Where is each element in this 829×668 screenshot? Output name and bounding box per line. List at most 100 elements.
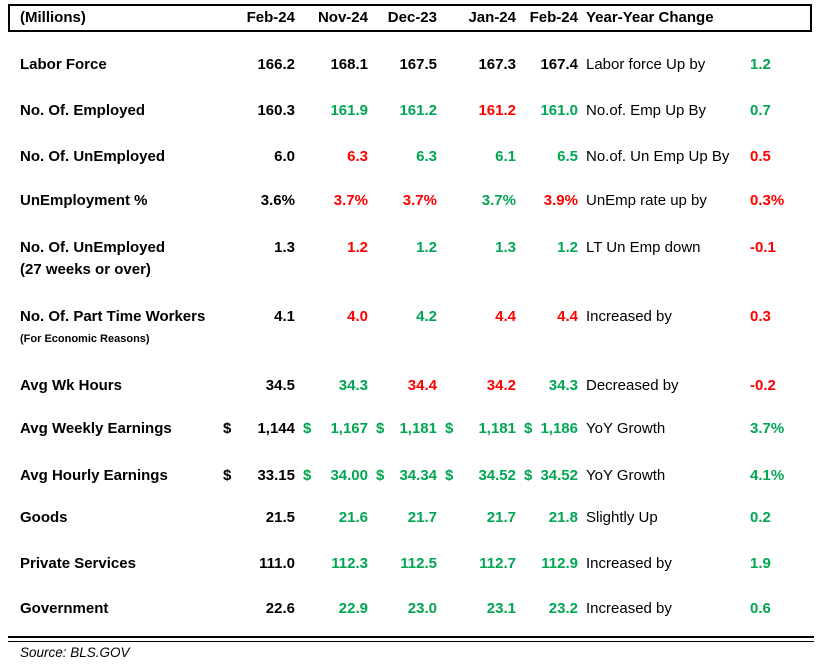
currency-symbol: $ — [376, 420, 385, 437]
row-label: Avg Weekly Earnings — [20, 420, 172, 437]
currency-symbol: $ — [524, 467, 533, 484]
change-label: YoY Growth — [586, 420, 666, 437]
value-cell: 167.3 — [478, 56, 516, 73]
value-cell: 6.5 — [557, 148, 578, 165]
value-cell: 1.2 — [557, 239, 578, 256]
value-cell: 34.3 — [548, 377, 578, 394]
row-label: No. Of. UnEmployed (27 weeks or over) — [0, 238, 215, 280]
value-cell: 34.5 — [265, 377, 295, 394]
value-cell: $1,186 — [524, 420, 578, 437]
change-label: UnEmp rate up by — [586, 192, 707, 209]
value-cell: 167.5 — [399, 56, 437, 73]
column-header-feb24b: Feb-24 — [529, 9, 578, 26]
change-label: No.of. Un Emp Up By — [586, 148, 730, 165]
value-cell: 167.4 — [540, 56, 578, 73]
value-cell: $1,181 — [445, 420, 516, 437]
value-cell: 1.2 — [347, 239, 368, 256]
change-label: Increased by — [586, 600, 672, 617]
row-label: Government — [20, 600, 109, 617]
value-cell: 3.7% — [481, 192, 516, 209]
value-cell: 112.7 — [479, 555, 516, 572]
table-row-employed: No. Of. Employed 160.3 161.9 161.2 161.2… — [0, 101, 829, 121]
value-cell: 112.9 — [541, 555, 578, 572]
table-row-part-time-workers: No. Of. Part Time Workers (For Economic R… — [0, 307, 829, 346]
value-cell: 111.0 — [259, 555, 295, 572]
row-label: Avg Hourly Earnings — [20, 467, 168, 484]
value-cell: $1,167 — [303, 420, 368, 437]
row-label: No. Of. Part Time Workers (For Economic R… — [0, 307, 215, 346]
change-value: 0.7 — [750, 102, 771, 119]
currency-symbol: $ — [376, 467, 385, 484]
row-sublabel: (27 weeks or over) — [20, 261, 151, 278]
value-cell: $1,144 — [223, 420, 295, 437]
value-cell: 161.2 — [478, 102, 516, 119]
change-label: LT Un Emp down — [586, 239, 701, 256]
currency-symbol: $ — [445, 467, 454, 484]
source-note: Source: BLS.GOV — [20, 645, 130, 660]
change-value: 0.3% — [750, 192, 785, 209]
change-value: 0.2 — [750, 509, 771, 526]
value-cell: 22.6 — [265, 600, 295, 617]
change-value: 1.2 — [750, 56, 771, 73]
value-cell: 22.9 — [338, 600, 368, 617]
value-cell: 6.1 — [495, 148, 516, 165]
row-label: No. Of. UnEmployed — [20, 148, 166, 165]
units-label: (Millions) — [20, 9, 86, 26]
value-cell: 3.7% — [402, 192, 437, 209]
value-cell: $34.52 — [445, 467, 516, 484]
currency-symbol: $ — [524, 420, 533, 437]
value-cell: 3.6% — [260, 192, 295, 209]
value-cell: $33.15 — [223, 467, 295, 484]
table-header: (Millions) Feb-24 Nov-24 Dec-23 Jan-24 F… — [8, 4, 812, 32]
value-cell: 166.2 — [257, 56, 295, 73]
value-cell: $34.00 — [303, 467, 368, 484]
column-header-dec23: Dec-23 — [387, 9, 437, 26]
currency-symbol: $ — [223, 420, 232, 437]
change-value: 0.5 — [750, 148, 771, 165]
table-row-avg-hourly-earnings: Avg Hourly Earnings $33.15 $34.00 $34.34… — [0, 466, 829, 486]
value-cell: 4.4 — [495, 308, 516, 325]
value-cell: 112.3 — [331, 555, 368, 572]
value-cell: 23.1 — [486, 600, 516, 617]
row-label: No. Of. Employed — [20, 102, 146, 119]
change-value: 1.9 — [750, 555, 771, 572]
table-row-unemployment-rate: UnEmployment % 3.6% 3.7% 3.7% 3.7% 3.9% … — [0, 191, 829, 211]
value-cell: 160.3 — [257, 102, 295, 119]
value-cell: 3.9% — [543, 192, 578, 209]
value-cell: 168.1 — [330, 56, 368, 73]
value-cell: 161.0 — [540, 102, 578, 119]
value-cell: 4.2 — [416, 308, 437, 325]
value-cell: 34.4 — [407, 377, 437, 394]
change-label: Labor force Up by — [586, 56, 706, 73]
value-cell: $34.52 — [524, 467, 578, 484]
row-label: Goods — [20, 509, 68, 526]
value-cell: 1.3 — [274, 239, 295, 256]
change-value: -0.2 — [750, 377, 776, 394]
value-cell: 34.2 — [486, 377, 516, 394]
table-row-private-services: Private Services 111.0 112.3 112.5 112.7… — [0, 554, 829, 574]
currency-symbol: $ — [303, 420, 312, 437]
change-label: Increased by — [586, 555, 672, 572]
column-header-feb24a: Feb-24 — [246, 9, 295, 26]
table-row-lt-unemployed: No. Of. UnEmployed (27 weeks or over) 1.3… — [0, 238, 829, 280]
value-cell: $1,181 — [376, 420, 437, 437]
currency-symbol: $ — [303, 467, 312, 484]
value-cell: 161.9 — [330, 102, 368, 119]
table-row-goods: Goods 21.5 21.6 21.7 21.7 21.8 Slightly … — [0, 508, 829, 528]
value-cell: 112.5 — [400, 555, 437, 572]
value-cell: 21.7 — [407, 509, 437, 526]
value-cell: 6.3 — [416, 148, 437, 165]
row-label: Labor Force — [20, 56, 107, 73]
value-cell: 161.2 — [399, 102, 437, 119]
value-cell: 6.3 — [347, 148, 368, 165]
change-value: 4.1% — [750, 467, 785, 484]
change-value: 0.6 — [750, 600, 771, 617]
double-rule-divider — [8, 636, 814, 642]
value-cell: 4.1 — [274, 308, 295, 325]
currency-symbol: $ — [445, 420, 454, 437]
row-sublabel: (For Economic Reasons) — [20, 333, 150, 345]
row-label: Private Services — [20, 555, 136, 572]
value-cell: 21.7 — [486, 509, 516, 526]
change-label: Slightly Up — [586, 509, 658, 526]
value-cell: 21.5 — [265, 509, 295, 526]
